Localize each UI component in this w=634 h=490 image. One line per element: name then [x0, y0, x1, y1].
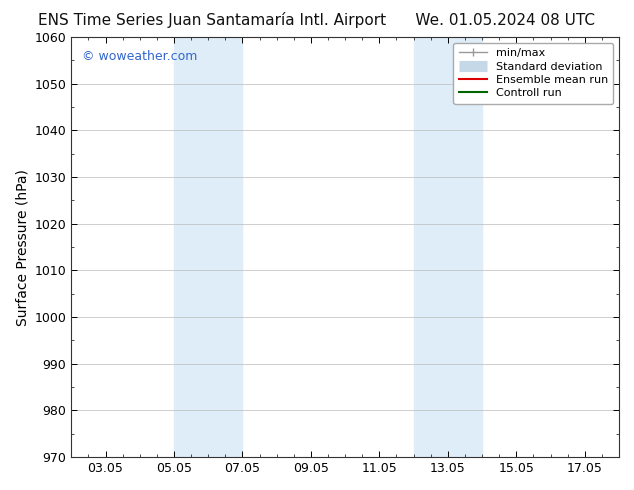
- Legend: min/max, Standard deviation, Ensemble mean run, Controll run: min/max, Standard deviation, Ensemble me…: [453, 43, 614, 104]
- Bar: [174, 37, 242, 457]
- Y-axis label: Surface Pressure (hPa): Surface Pressure (hPa): [15, 169, 29, 325]
- Text: ENS Time Series Juan Santamaría Intl. Airport      We. 01.05.2024 08 UTC: ENS Time Series Juan Santamaría Intl. Ai…: [39, 12, 595, 28]
- Text: © woweather.com: © woweather.com: [82, 50, 198, 63]
- Bar: [413, 37, 482, 457]
